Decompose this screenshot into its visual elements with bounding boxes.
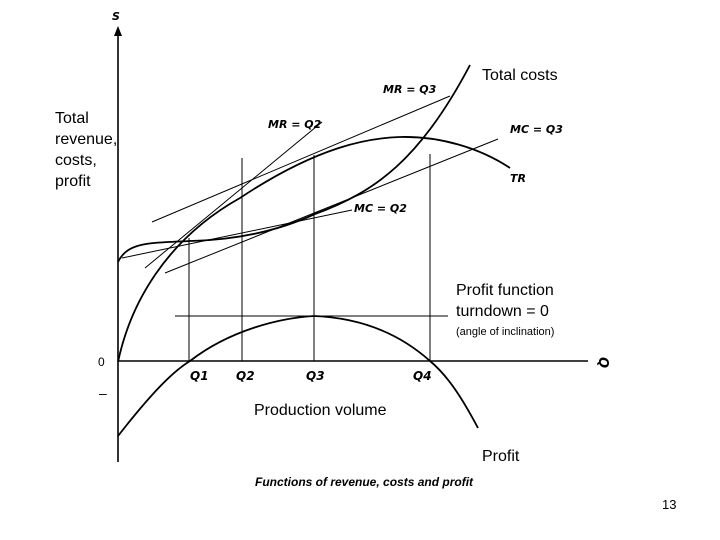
profit-note-line2: turndown = 0 [456,303,549,320]
label-mr-q2: MR = Q2 [268,118,322,131]
total-costs-label: Total costs [482,67,558,84]
profit-curve [117,315,479,437]
y-title-line: Total [55,110,89,127]
profit-curve-label: Profit [482,448,520,465]
label-mc-q2: MC = Q2 [354,202,407,215]
y-axis-title: Total revenue, costs, profit [55,108,135,192]
label-mc-q3: MC = Q3 [510,123,563,136]
profit-note-line1: Profit function [456,282,554,299]
minus-label: – [99,385,107,401]
label-tr: TR [510,172,526,185]
tick-q3: Q3 [306,369,325,383]
tangent-mr-q2 [144,121,323,269]
x-axis-title: Production volume [254,402,387,419]
total-costs-curve [117,64,471,263]
y-title-line: profit [55,173,91,190]
figure-caption: Functions of revenue, costs and profit [255,475,474,489]
tangent-mc-q2 [121,209,353,259]
tick-q2: Q2 [236,369,255,383]
label-mr-q3: MR = Q3 [383,83,437,96]
tangent-mr-q3 [151,95,451,223]
tick-q4: Q4 [413,369,432,383]
tangent-mc-q3 [164,138,499,274]
total-revenue-curve [117,136,511,363]
zero-label: 0 [98,355,105,369]
x-axis-symbol: Q [595,357,610,368]
y-title-line: costs, [55,152,97,169]
profit-note-line3: (angle of inclination) [456,326,555,338]
y-axis-symbol: S [112,10,120,23]
tick-q1: Q1 [190,369,209,383]
y-title-line: revenue, [55,131,118,148]
profit-function-note: Profit function turndown = 0 [456,280,554,322]
page-number: 13 [662,497,677,512]
y-axis-arrow [114,26,122,36]
